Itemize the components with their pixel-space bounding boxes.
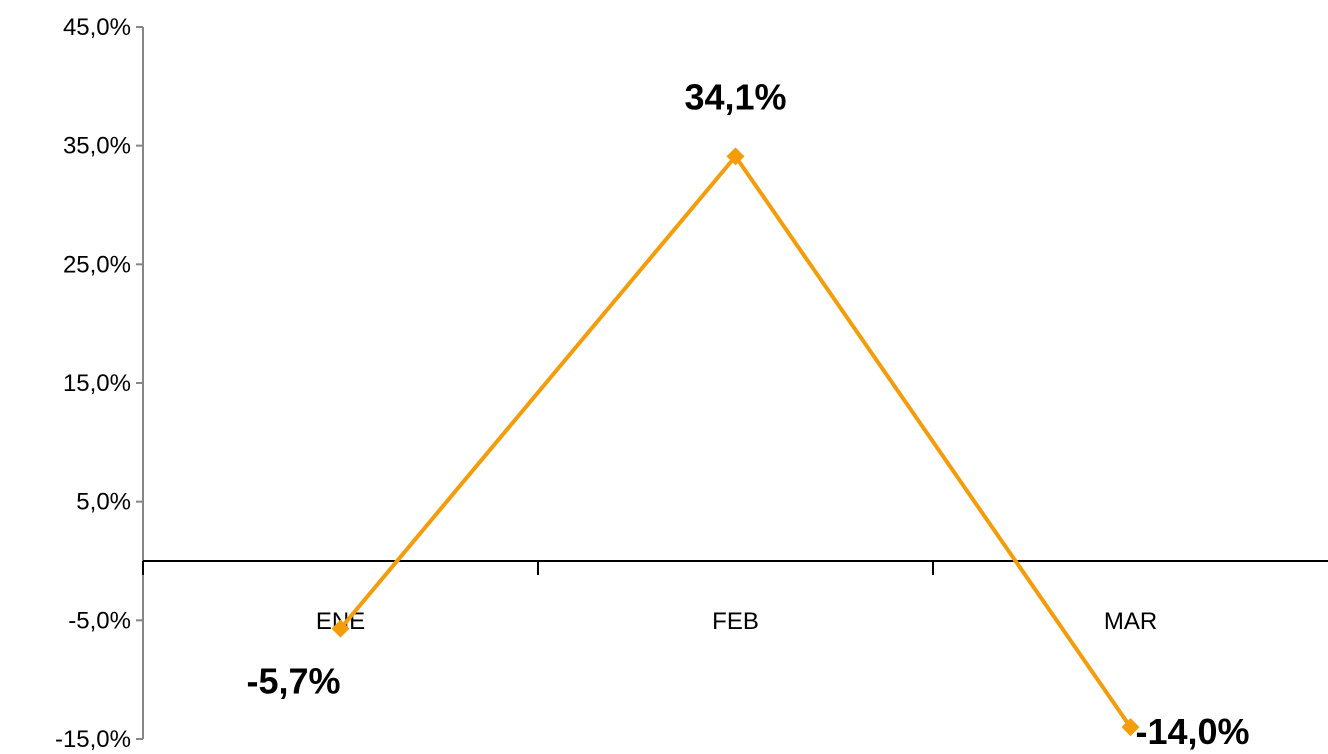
y-tick-label: -5,0% (68, 607, 131, 634)
x-axis: ENEFEBMAR (142, 560, 1328, 635)
series-enero-marzo (331, 147, 1140, 737)
y-tick-label: 35,0% (63, 133, 131, 160)
data-label: -14,0% (1135, 711, 1249, 752)
y-tick-label: 45,0% (63, 14, 131, 41)
y-tick-label: 15,0% (63, 370, 131, 397)
data-point-marker (726, 147, 745, 166)
data-label: 34,1% (684, 76, 786, 117)
y-tick-label: 25,0% (63, 251, 131, 278)
x-tick-label: MAR (1104, 608, 1157, 635)
data-point-marker (1121, 718, 1140, 737)
y-tick-label: -15,0% (55, 726, 131, 753)
x-tick-label: FEB (712, 608, 759, 635)
data-labels: -5,7% 34,1% -14,0% (246, 76, 1249, 752)
y-tick-label: 5,0% (76, 489, 131, 516)
data-label: -5,7% (246, 661, 340, 702)
series-line (338, 154, 1133, 729)
y-axis: 45,0% 35,0% 25,0% 15,0% 5,0% -5,0% -15,0% (55, 14, 144, 753)
data-point-marker (331, 619, 350, 638)
